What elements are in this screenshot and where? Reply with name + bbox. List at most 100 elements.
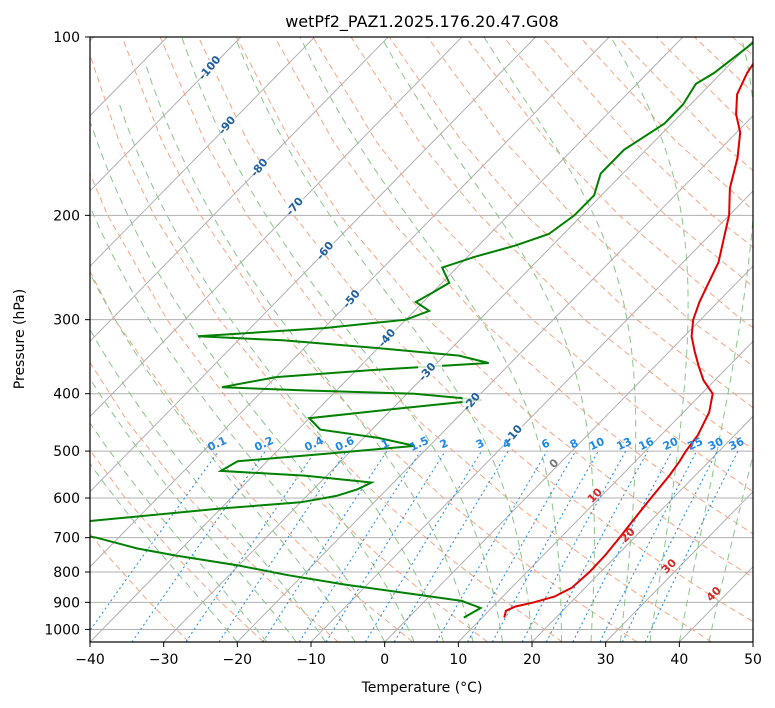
mixing-ratio-label: 16 xyxy=(637,435,657,453)
isotherm-line xyxy=(678,566,753,642)
isotherm-line xyxy=(310,190,753,642)
moist-adiabat-line xyxy=(90,123,415,642)
moist-adiabat-line xyxy=(90,205,386,642)
x-axis: −40 −30 −20 −10 0 10 20 30 40 50 xyxy=(75,642,762,668)
y-tick-label: 900 xyxy=(53,595,80,611)
dry-adiabat-label-bg xyxy=(377,330,402,343)
dry-adiabat-line xyxy=(579,37,753,211)
mixing-ratio-line xyxy=(491,450,599,642)
x-tick-label: 40 xyxy=(670,652,688,668)
dry-adiabat-line xyxy=(121,37,638,642)
mixing-ratio-label: 13 xyxy=(615,435,634,453)
dry-adiabat-label-bg xyxy=(462,394,487,407)
isotherm-line xyxy=(457,340,753,642)
dry-adiabat-label: -40 xyxy=(376,326,399,350)
x-tick-label: −40 xyxy=(75,652,105,668)
dry-adiabat-label-bg xyxy=(200,60,225,73)
y-tick-label: 1000 xyxy=(44,622,80,638)
dry-adiabat-line xyxy=(655,37,753,134)
dry-adiabat-label-bg xyxy=(315,243,340,256)
x-tick-label: 30 xyxy=(597,652,615,668)
moist-adiabat-line xyxy=(483,37,637,642)
moist-adiabat-line xyxy=(90,462,238,642)
moist-adiabat-line xyxy=(708,453,753,642)
dry-adiabat-label: -80 xyxy=(248,156,271,180)
dry-adiabat-label: -60 xyxy=(314,239,337,263)
dry-adiabat-label-bg xyxy=(217,117,242,130)
dry-adiabat-line xyxy=(503,37,753,288)
isotherm-line xyxy=(605,490,753,642)
mixing-ratio-line xyxy=(325,450,446,642)
isotherm-line xyxy=(90,37,389,343)
plot-area: 0.1 0.2 0.4 0.6 1 1.5 2 3 4 6 8 10 13 16 20 25 30 36-100-… xyxy=(90,37,775,642)
isotherm-line xyxy=(90,37,242,192)
moist-adiabat-line xyxy=(678,37,753,642)
x-axis-label: Temperature (°C) xyxy=(361,680,483,696)
mixing-ratio-line xyxy=(131,450,266,642)
mixing-ratio-line xyxy=(90,450,220,632)
y-tick-label: 800 xyxy=(53,565,80,581)
mixing-ratio-label: 10 xyxy=(587,435,607,453)
mixing-ratio-line xyxy=(599,450,698,642)
dry-adiabat-line xyxy=(426,37,753,367)
moist-adiabat-line xyxy=(181,37,503,642)
mixing-ratio-label: 3 xyxy=(474,436,486,451)
moist-adiabat-line xyxy=(380,37,595,642)
mixing-ratio-line xyxy=(393,450,509,642)
dry-adiabat-line xyxy=(617,37,753,172)
dry-adiabat-line xyxy=(465,37,753,329)
mixing-ratio-line xyxy=(364,450,483,642)
mixing-ratio-line xyxy=(218,450,347,642)
dry-adiabat-line xyxy=(90,53,563,642)
x-tick-label: −20 xyxy=(223,652,253,668)
mixing-ratio-line xyxy=(644,450,739,642)
y-tick-label: 700 xyxy=(53,531,80,547)
dry-adiabat-line xyxy=(90,270,414,642)
moist-adiabat-line xyxy=(90,377,297,642)
dewpoint-profile xyxy=(90,41,753,619)
dry-adiabat-line xyxy=(388,37,753,409)
isotherm-line xyxy=(90,37,536,493)
dry-adiabat-line xyxy=(541,37,753,248)
x-tick-label: 50 xyxy=(744,652,762,668)
dry-adiabat-line xyxy=(90,449,264,642)
dry-adiabat-label: -50 xyxy=(340,287,363,311)
moist-adiabat-label: 40 xyxy=(704,584,724,604)
y-tick-label: 200 xyxy=(53,208,80,224)
moist-adiabat-line xyxy=(119,104,445,642)
moist-adiabat-line xyxy=(610,37,689,642)
y-tick-label: 300 xyxy=(53,313,80,329)
dry-adiabat-label-bg xyxy=(249,159,274,172)
x-tick-label: −10 xyxy=(296,652,326,668)
temperature-profile xyxy=(503,62,753,618)
chart-title: wetPf2_PAZ1.2025.176.20.47.G08 xyxy=(285,12,559,32)
mixing-ratio-line xyxy=(262,450,388,642)
isotherm-line xyxy=(236,115,753,642)
moist-adiabat-label: 20 xyxy=(618,525,638,545)
y-tick-label: 600 xyxy=(53,491,80,507)
plot-frame xyxy=(89,36,754,643)
mixing-ratio-line xyxy=(435,450,548,642)
mixing-ratio-label: 2 xyxy=(438,436,450,451)
mixing-ratio-label: 36 xyxy=(727,435,747,453)
mixing-ratio-line xyxy=(572,450,673,642)
dry-adiabat-line xyxy=(771,37,775,642)
dry-adiabat-label-bg xyxy=(504,426,529,439)
dry-adiabat-label-bg xyxy=(342,291,367,304)
mixing-ratio-line xyxy=(185,450,316,642)
dry-adiabat-line xyxy=(312,37,753,493)
y-tick-label: 500 xyxy=(53,444,80,460)
x-tick-label: 20 xyxy=(523,652,541,668)
isotherm-line xyxy=(90,37,463,418)
dry-adiabat-line xyxy=(90,361,339,642)
y-axis-label: Pressure (hPa) xyxy=(12,289,28,389)
dry-adiabat-label-bg xyxy=(418,364,443,377)
mixing-ratio-line xyxy=(521,450,627,642)
moist-adiabat-line xyxy=(299,37,562,642)
dry-adiabat-line xyxy=(274,37,753,535)
mixing-ratio-label: 25 xyxy=(686,435,705,453)
mixing-ratio-line xyxy=(298,450,422,642)
dry-adiabat-label: -70 xyxy=(283,195,306,219)
mixing-ratio-label: 6 xyxy=(539,436,552,451)
